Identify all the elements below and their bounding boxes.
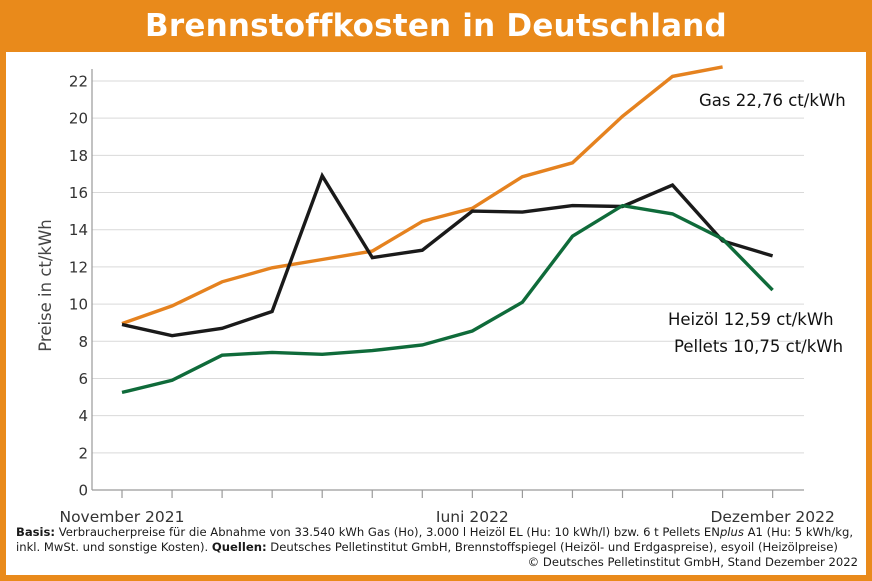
- basis-italic: plus: [719, 525, 744, 539]
- copyright: © Deutsches Pelletinstitut GmbH, Stand D…: [527, 555, 858, 569]
- series-line-pellets: [121, 203, 774, 395]
- basis-text-2: A1 (Hu: 5 kWh/kg, inkl. MwSt. und sonsti…: [16, 525, 854, 554]
- y-tick-label-2: 2: [78, 444, 88, 462]
- y-tick-label-16: 16: [69, 184, 88, 202]
- series-label-pellets: Pellets 10,75 ct/kWh: [674, 337, 843, 356]
- series-line-heizöl: [121, 171, 774, 338]
- sources-label: Quellen:: [211, 540, 267, 554]
- y-axis-label: Preise in ct/kWh: [36, 219, 55, 352]
- x-tick-label-13: Dezember 2022: [710, 508, 834, 522]
- basis-label: Basis:: [16, 525, 56, 539]
- series-line-gas: [121, 65, 723, 326]
- x-tick-label-7: Juni 2022: [435, 508, 509, 522]
- y-tick-label-18: 18: [69, 147, 88, 165]
- y-tick-label-8: 8: [78, 333, 88, 351]
- chart-title: Brennstoffkosten in Deutschland: [145, 8, 727, 44]
- y-tick-label-6: 6: [78, 370, 88, 388]
- series-label-heizöl: Heizöl 12,59 ct/kWh: [668, 310, 834, 329]
- y-tick-label-10: 10: [69, 296, 88, 314]
- series-label-gas: Gas 22,76 ct/kWh: [699, 91, 846, 110]
- chart-panel: 0 2 4 6 8 10 12 14 16 18 20 22 November 2021 Juni 202…: [6, 52, 866, 522]
- y-tick-label-22: 22: [69, 73, 88, 91]
- y-tick-label-4: 4: [78, 407, 88, 425]
- x-tick-label-0: November 2021: [59, 508, 184, 522]
- basis-text: Verbraucherpreise für die Abnahme von 33…: [55, 525, 720, 539]
- line-chart: 0 2 4 6 8 10 12 14 16 18 20 22 November 2021 Juni 202…: [36, 65, 846, 522]
- title-bar: Brennstoffkosten in Deutschland: [0, 0, 872, 52]
- chart-footer: Basis: Verbraucherpreise für die Abnahme…: [6, 522, 866, 575]
- y-tick-label-12: 12: [69, 258, 88, 276]
- footer-basis: Basis: Verbraucherpreise für die Abnahme…: [16, 525, 858, 555]
- sources-text: Deutsches Pelletinstitut GmbH, Brennstof…: [266, 540, 838, 554]
- y-tick-label-20: 20: [69, 110, 88, 128]
- y-tick-label-0: 0: [78, 482, 88, 500]
- y-tick-label-14: 14: [69, 221, 88, 239]
